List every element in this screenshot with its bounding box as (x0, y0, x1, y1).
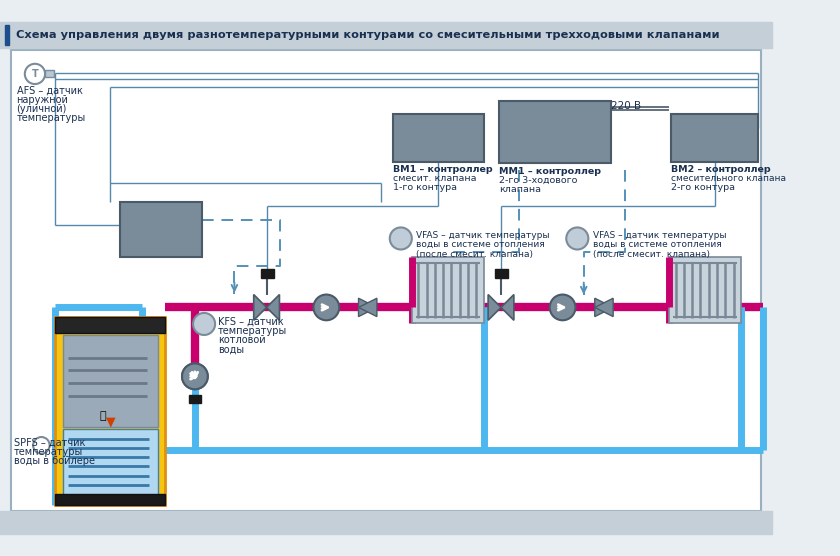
Text: котловой: котловой (218, 335, 265, 345)
Polygon shape (359, 298, 377, 316)
Circle shape (193, 313, 215, 335)
Polygon shape (254, 295, 266, 320)
Bar (669, 257, 741, 323)
Bar (55, 316, 165, 505)
Bar (0, 512, 772, 534)
Text: температуры: температуры (13, 447, 83, 457)
Polygon shape (595, 298, 613, 316)
Circle shape (182, 364, 207, 389)
Circle shape (182, 364, 207, 389)
Polygon shape (266, 295, 280, 320)
Bar (393, 115, 484, 162)
Circle shape (25, 64, 45, 84)
Text: (после смесит. клапана): (после смесит. клапана) (593, 250, 710, 259)
Bar (55, 494, 165, 505)
Text: Схема управления двумя разнотемпературными контурами со смесительными трехходовы: Схема управления двумя разнотемпературны… (16, 31, 719, 41)
Text: воды: воды (218, 344, 244, 354)
Text: воды в системе отопления: воды в системе отопления (417, 240, 545, 249)
Bar (496, 269, 508, 278)
Text: клапана: клапана (499, 185, 541, 194)
Bar (55, 316, 165, 333)
Bar (62, 429, 158, 498)
Text: (после смесит. клапана): (после смесит. клапана) (417, 250, 533, 259)
Circle shape (390, 227, 412, 250)
Polygon shape (359, 298, 377, 316)
Circle shape (33, 437, 50, 454)
Text: 🔥: 🔥 (100, 411, 107, 421)
Text: 2-го контура: 2-го контура (671, 183, 735, 192)
Text: 220 В: 220 В (612, 101, 642, 111)
Bar (671, 115, 759, 162)
Bar (412, 257, 484, 323)
Text: наружной: наружной (17, 95, 68, 105)
Text: 1-го контура: 1-го контура (393, 183, 458, 192)
Text: VFAS – датчик температуры: VFAS – датчик температуры (593, 231, 727, 240)
Polygon shape (488, 295, 501, 320)
Bar (0, 22, 772, 48)
Text: (уличной): (уличной) (17, 105, 67, 115)
Circle shape (549, 295, 575, 320)
Text: воды в бойлере: воды в бойлере (13, 456, 95, 466)
Circle shape (313, 295, 339, 320)
Bar (499, 101, 612, 163)
Bar (261, 269, 274, 278)
Text: MM1 – контроллер: MM1 – контроллер (499, 167, 601, 176)
Text: 2-го 3-ходового: 2-го 3-ходового (499, 176, 578, 185)
Text: ▼: ▼ (106, 416, 115, 429)
Text: KFS – датчик: KFS – датчик (218, 316, 283, 326)
Text: воды в системе отопления: воды в системе отопления (593, 240, 722, 249)
Text: температуры: температуры (17, 113, 86, 123)
Text: BM2 – контроллер: BM2 – контроллер (671, 165, 770, 174)
Text: AFS – датчик: AFS – датчик (17, 86, 82, 96)
Polygon shape (595, 298, 613, 316)
Circle shape (566, 227, 588, 250)
Bar (45, 70, 55, 77)
Bar (62, 335, 158, 427)
Text: SPFS – датчик: SPFS – датчик (13, 438, 85, 448)
Text: смесительного клапана: смесительного клапана (671, 174, 786, 183)
Text: T: T (32, 69, 39, 79)
Bar (4, 25, 9, 46)
Text: температуры: температуры (218, 326, 287, 336)
Bar (189, 395, 202, 403)
Text: BM1 – контроллер: BM1 – контроллер (393, 165, 493, 174)
Text: смесит. клапана: смесит. клапана (393, 174, 477, 183)
Polygon shape (501, 295, 514, 320)
Text: VFAS – датчик температуры: VFAS – датчик температуры (417, 231, 550, 240)
Bar (119, 202, 202, 257)
